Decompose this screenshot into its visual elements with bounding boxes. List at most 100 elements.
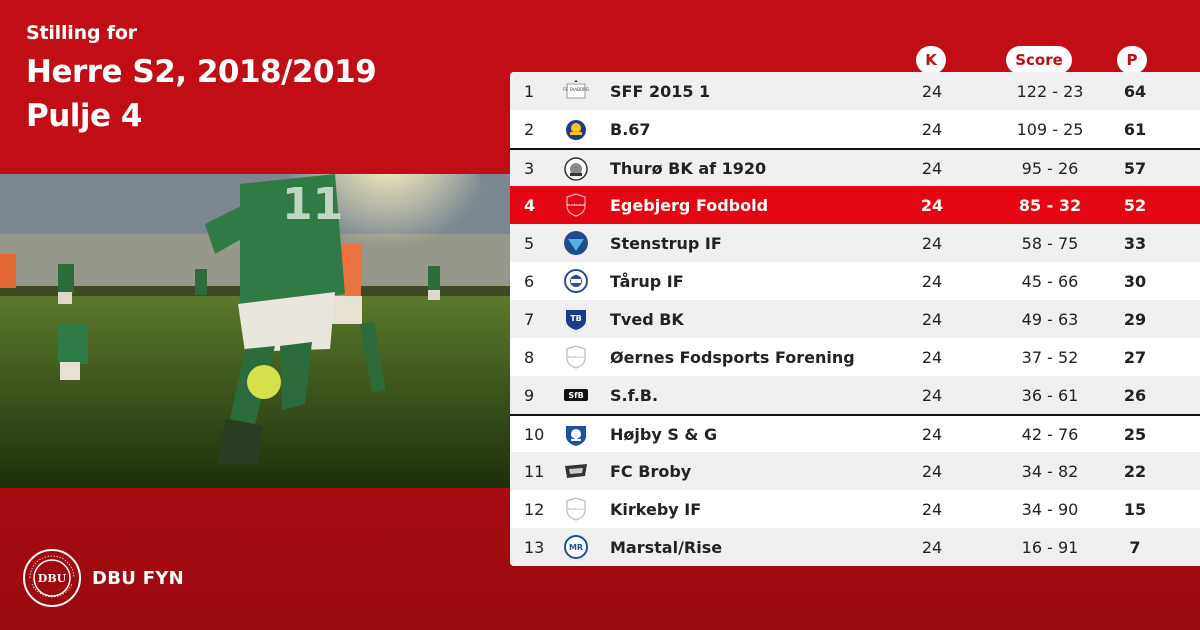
- svg-text:11: 11: [282, 179, 343, 230]
- table-row[interactable]: 5 Stenstrup IF 24 58 - 75 33: [510, 224, 1200, 262]
- row-position: 2: [524, 119, 535, 139]
- tved-crest-icon: TB: [563, 306, 589, 332]
- team-name[interactable]: B.67: [610, 119, 651, 139]
- generic-shield-icon: KLUBLOGO: [563, 344, 589, 370]
- table-row[interactable]: 1 FC FAABORG SFF 2015 1 24 122 - 23 64: [510, 72, 1200, 110]
- svg-text:KLUBLOGO: KLUBLOGO: [568, 507, 585, 511]
- row-position: 3: [524, 158, 535, 178]
- goal-score: 34 - 90: [1021, 499, 1079, 519]
- hojby-crest-icon: [563, 422, 589, 448]
- goal-score: 16 - 91: [1021, 537, 1079, 557]
- games-played: 24: [921, 461, 943, 481]
- generic-shield-icon: KLUBLOGO: [563, 192, 589, 218]
- goal-score: 45 - 66: [1021, 271, 1079, 291]
- games-played: 24: [921, 347, 943, 367]
- team-name[interactable]: Stenstrup IF: [610, 233, 722, 253]
- table-row[interactable]: 9 SfB S.f.B. 24 36 - 61 26: [510, 376, 1200, 414]
- stenstrup-crest-icon: [563, 230, 589, 256]
- svg-text:DBU: DBU: [38, 572, 67, 585]
- games-played: 24: [921, 233, 943, 253]
- table-row[interactable]: 4 KLUBLOGO Egebjerg Fodbold 24 85 - 32 52: [510, 186, 1200, 224]
- football-photo: 11: [0, 174, 510, 488]
- team-name[interactable]: FC Broby: [610, 461, 692, 481]
- goal-score: 37 - 52: [1021, 347, 1079, 367]
- svg-text:KLUBLOGO: KLUBLOGO: [568, 355, 585, 359]
- row-position: 9: [524, 385, 535, 405]
- row-position: 4: [524, 195, 536, 215]
- row-position: 7: [524, 309, 535, 329]
- points: 25: [1123, 424, 1147, 444]
- table-row[interactable]: 10 Højby S & G 24 42 - 76 25: [510, 414, 1200, 452]
- row-position: 5: [524, 233, 535, 253]
- generic-shield-icon: KLUBLOGO: [563, 496, 589, 522]
- standings-table: 1 FC FAABORG SFF 2015 1 24 122 - 23 6 4 2 B.67 24…: [510, 72, 1200, 566]
- points: 52: [1123, 195, 1147, 215]
- table-row[interactable]: 3 Thurø BK af 1920 24 95 - 26 57: [510, 148, 1200, 186]
- row-position: 12: [524, 499, 545, 519]
- dbu-seal-icon: DBU: [23, 549, 81, 607]
- page-title: Herre S2, 2018/2019 Pulje 4: [26, 50, 377, 138]
- goal-score: 122 - 23: [1016, 81, 1084, 101]
- svg-text:KLUBLOGO: KLUBLOGO: [567, 203, 586, 207]
- svg-text:TB: TB: [570, 314, 582, 323]
- column-header-k: K: [916, 46, 946, 74]
- brand-name: DBU FYN: [92, 567, 185, 589]
- row-position: 8: [524, 347, 535, 367]
- goal-score: 49 - 63: [1021, 309, 1079, 329]
- points: 15: [1123, 499, 1147, 519]
- games-played: 24: [921, 119, 943, 139]
- games-played: 24: [920, 195, 944, 215]
- svg-text:SfB: SfB: [568, 391, 583, 400]
- goal-score: 85 - 32: [1018, 195, 1082, 215]
- points: 26: [1123, 385, 1147, 405]
- row-position: 13: [524, 537, 545, 557]
- points: 61: [1123, 119, 1147, 139]
- b67-crest-icon: [563, 116, 589, 142]
- goal-score: 109 - 25: [1016, 119, 1084, 139]
- games-played: 24: [921, 385, 943, 405]
- page-subtitle: Stilling for: [26, 22, 137, 44]
- row-position: 6: [524, 271, 535, 291]
- table-row[interactable]: 13 MR Marstal/Rise 24 16 - 91 7: [510, 528, 1200, 566]
- team-name[interactable]: Egebjerg Fodbold: [610, 195, 769, 215]
- table-row[interactable]: 8 KLUBLOGO Øernes Fodsports Forening 24 37 -…: [510, 338, 1200, 376]
- column-header-score: Score: [1006, 46, 1072, 74]
- thuro-crest-icon: [563, 156, 589, 182]
- team-name[interactable]: Øernes Fodsports Forening: [610, 347, 855, 367]
- table-row[interactable]: 2 B.67 24 109 - 25 61: [510, 110, 1200, 148]
- games-played: 24: [921, 309, 943, 329]
- team-name[interactable]: Højby S & G: [610, 424, 718, 444]
- games-played: 24: [921, 499, 943, 519]
- goal-score: 42 - 76: [1021, 424, 1079, 444]
- games-played: 24: [921, 158, 943, 178]
- goal-score: 95 - 26: [1021, 158, 1079, 178]
- row-position: 1: [524, 81, 535, 101]
- fc-faaborg-crest-icon: FC FAABORG: [563, 78, 589, 104]
- team-name[interactable]: SFF 2015 1: [610, 81, 711, 101]
- table-row[interactable]: 11 FC Broby 24 34 - 82 22: [510, 452, 1200, 490]
- row-position: 11: [524, 461, 545, 481]
- row-position: 10: [524, 424, 545, 444]
- points: 27: [1123, 347, 1147, 367]
- team-name[interactable]: S.f.B.: [610, 385, 659, 405]
- points: 7: [1129, 537, 1141, 557]
- games-played: 24: [921, 424, 943, 444]
- svg-text:FC FAABORG: FC FAABORG: [563, 87, 589, 92]
- team-name[interactable]: Thurø BK af 1920: [610, 158, 767, 178]
- page-heading: Stilling for Herre S2, 2018/2019 Pulje 4: [26, 22, 377, 138]
- table-row[interactable]: 12 KLUBLOGO Kirkeby IF 24 34 - 90 15: [510, 490, 1200, 528]
- games-played: 24: [921, 537, 943, 557]
- team-name[interactable]: Tårup IF: [610, 271, 684, 291]
- team-name[interactable]: Marstal/Rise: [610, 537, 723, 557]
- title-line-1: Herre S2, 2018/2019: [26, 54, 377, 90]
- goal-score: 58 - 75: [1021, 233, 1079, 253]
- team-name[interactable]: Tved BK: [610, 309, 684, 329]
- marstal-crest-icon: MR: [563, 534, 589, 560]
- table-row[interactable]: 6 Tårup IF 24 45 - 66 30: [510, 262, 1200, 300]
- points: 29: [1123, 309, 1147, 329]
- points: 57: [1123, 158, 1147, 178]
- table-row[interactable]: 7 TB Tved BK 24 49 - 63 29: [510, 300, 1200, 338]
- goal-score: 34 - 82: [1021, 461, 1079, 481]
- team-name[interactable]: Kirkeby IF: [610, 499, 702, 519]
- games-played: 24: [921, 271, 943, 291]
